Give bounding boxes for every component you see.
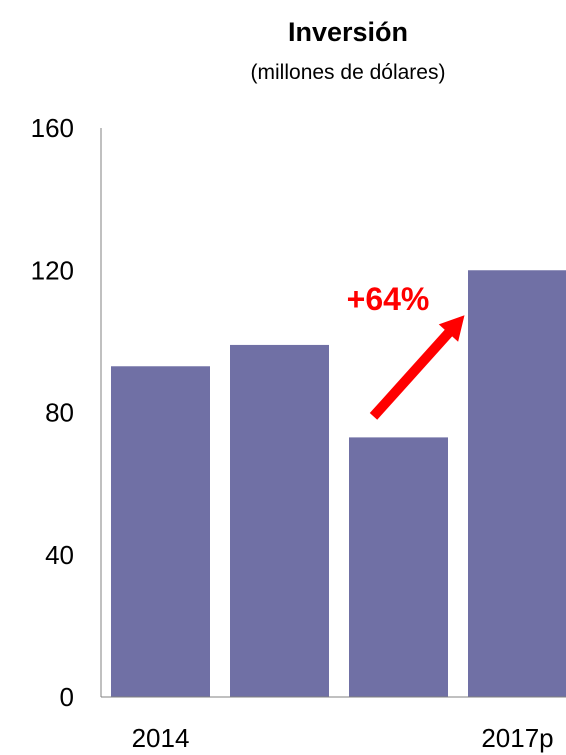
y-tick-label: 80 [45,398,74,428]
x-tick-label: 2014 [132,723,190,753]
x-tick-label: 2017p [481,723,553,753]
growth-label: +64% [347,281,430,317]
y-axis-ticks: 0 40 80 120 160 [31,113,74,712]
x-axis-ticks: 2014 2017p [132,723,554,753]
bar [111,366,210,697]
bar [230,344,329,697]
y-tick-label: 0 [60,682,74,712]
y-tick-label: 120 [31,255,74,285]
bar [468,270,566,697]
chart-subtitle: (millones de dólares) [251,61,446,84]
y-tick-label: 160 [31,113,74,143]
chart-title: Inversión [288,17,408,47]
growth-arrow [369,315,465,420]
bar [349,437,448,697]
y-tick-label: 40 [45,540,74,570]
bars [111,270,566,697]
growth-annotation: +64% [347,281,465,420]
